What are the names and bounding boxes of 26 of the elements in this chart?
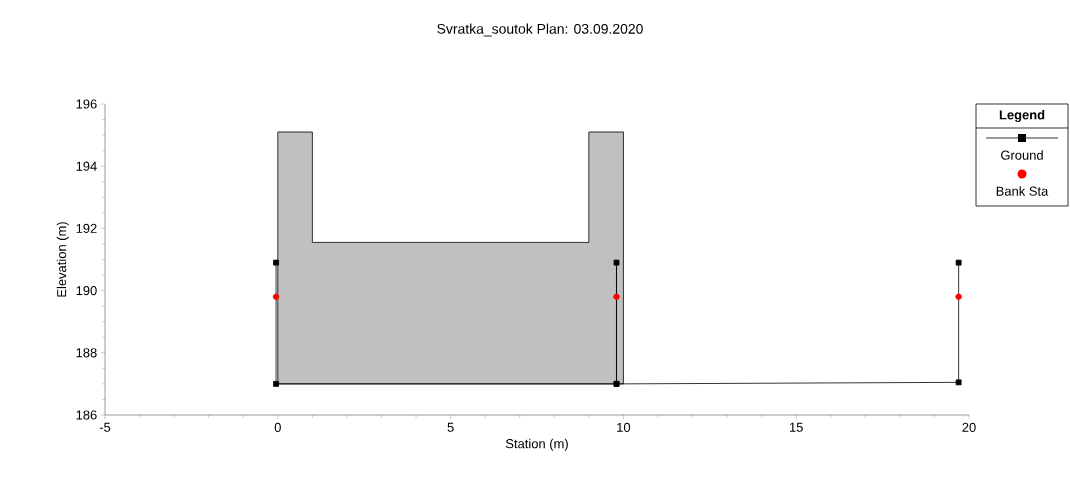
x-tick-label: 20	[962, 422, 976, 432]
legend-label: Bank Sta	[996, 186, 1049, 196]
x-tick-label: 10	[617, 422, 631, 432]
legend-label: Ground	[1001, 150, 1043, 160]
chart-title: Svratka_soutok Plan: 03.09.2020	[437, 23, 643, 37]
x-tick-label: -5	[99, 422, 111, 432]
point	[613, 293, 620, 301]
point	[273, 259, 279, 266]
x-tick-label: 15	[789, 422, 803, 432]
point	[272, 293, 280, 301]
y-tick-label: 186	[76, 410, 97, 420]
y-axis-title: Elevation (m)	[56, 222, 69, 297]
point	[955, 259, 962, 266]
y-tick-label: 194	[76, 161, 97, 171]
point	[955, 379, 962, 386]
y-tick-label: 192	[76, 223, 97, 233]
point	[613, 259, 620, 266]
x-axis-title: Station (m)	[505, 438, 568, 451]
point	[273, 381, 279, 387]
point	[955, 293, 962, 301]
y-tick-label: 190	[76, 286, 97, 296]
x-tick-label: 5	[447, 422, 454, 432]
x-tick-label: 0	[274, 422, 281, 432]
y-tick-label: 196	[76, 99, 97, 109]
y-tick-label: 188	[76, 348, 97, 358]
legend-title: Legend	[999, 109, 1045, 123]
